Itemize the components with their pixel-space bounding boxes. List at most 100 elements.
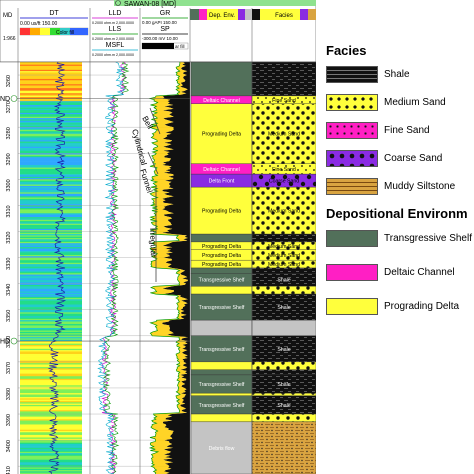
well-log-panel: SAWAN-08 [MD] MD 1:966 DT 0.00 us/ft 150… (0, 0, 316, 474)
env-interval-label: Transgressive Shelf (199, 347, 245, 353)
trend-irregular-label: Irregular (148, 228, 158, 258)
env-interval-label: Prograding Delta (202, 132, 241, 138)
facies-track: Fine Sand Medium Sand Fine Sand Coarse Sand… (251, 61, 316, 474)
well-title-bar (114, 0, 316, 6)
lld-track-name: LLD (109, 10, 122, 17)
depth-tick-label: 3310 (6, 205, 12, 217)
env-interval-label: Prograding Delta (202, 253, 241, 259)
env-interval (190, 267, 253, 274)
facies-interval (251, 233, 316, 243)
depth-tick-label: 3400 (6, 440, 12, 452)
lls-scale: 0.2000 ohm.m 2,000.0000 (92, 37, 134, 41)
facies-interval-label: Medium Sand (268, 209, 300, 215)
depth-tick-label: 3330 (6, 258, 12, 270)
depth-tick-label: 3370 (6, 362, 12, 374)
facies-interval-label: Medium Sand (268, 244, 300, 250)
depth-tick-label: 3280 (6, 127, 12, 139)
facies-interval (251, 369, 316, 376)
sp-track-name: SP (160, 26, 170, 33)
env-legend-swatch (326, 230, 378, 247)
env-interval-label: Prograding Delta (202, 244, 241, 250)
env-interval-label: Prograding Delta (202, 262, 241, 268)
facies-interval-label: Shale (277, 403, 290, 409)
facies-interval-label: Fine Sand (272, 98, 296, 104)
env-interval (190, 293, 253, 321)
facies-interval-label: Shale (277, 347, 290, 353)
env-interval (190, 286, 253, 295)
facies-legend-label: Coarse Sand (384, 153, 443, 164)
facies-interval (251, 319, 316, 336)
depositional-environment-track: Deltaic Channel Prograding Delta Deltaic C… (190, 61, 253, 474)
facies-legend-label: Shale (384, 69, 410, 80)
depth-tick-label: 3390 (6, 414, 12, 426)
depth-tick-label: 3410 (6, 466, 12, 474)
env-legend-label: Deltaic Channel (384, 267, 455, 278)
facies-legend-label: Muddy Siltstone (384, 181, 456, 192)
facies-interval-label: Shale (277, 382, 290, 388)
depth-tick-label: 3300 (6, 179, 12, 191)
depth-tick-label: 3340 (6, 284, 12, 296)
msfl-scale: 0.2000 ohm.m 2,000.0000 (92, 53, 134, 57)
dt-scale: 0.00 us/ft 150.00 (20, 21, 57, 27)
legend: Facies Shale Medium Sand Fine Sand Coarse S… (318, 40, 474, 340)
env-interval (190, 319, 253, 336)
depth-tick-label: 3290 (6, 153, 12, 165)
facies-legend-swatch (326, 150, 378, 167)
env-legend-title: Depositional Environm (326, 206, 468, 221)
gr-sp-track (148, 61, 190, 474)
env-interval (190, 413, 253, 423)
facies-legend-label: Fine Sand (384, 125, 430, 136)
resistivity-track (97, 61, 130, 474)
facies-legend-swatch (326, 66, 378, 83)
env-legend-swatch (326, 264, 378, 281)
facies-legend-swatch (326, 122, 378, 139)
facies-interval (251, 61, 316, 97)
facies-interval-label: Coarse Sand (269, 179, 299, 185)
sp-fill-label: ar fill (175, 44, 185, 49)
facies-interval-label: Fine Sand (272, 167, 296, 173)
env-interval-label: Transgressive Shelf (199, 382, 245, 388)
depth-tick-label: 3270 (6, 101, 12, 113)
dt-color-fill-track (20, 61, 82, 474)
facies-interval (251, 361, 316, 370)
dt-fill-label: Color fill (56, 30, 74, 36)
well-title: SAWAN-08 [MD] (124, 1, 176, 8)
msfl-track-name: MSFL (106, 42, 125, 49)
depth-tick-label: 3350 (6, 310, 12, 322)
lls-track-name: LLS (109, 26, 122, 33)
env-interval-label: Prograding Delta (202, 209, 241, 215)
env-interval (190, 392, 253, 396)
depth-tick-label: 3320 (6, 231, 12, 243)
well-symbol-icon (115, 0, 121, 6)
env-interval-label: Debris flow (209, 446, 235, 452)
horizon-markers: ND HD (0, 95, 190, 346)
env-legend-swatch (326, 298, 378, 315)
facies-interval-label: Medium Sand (268, 262, 300, 268)
facies-header: Facies (275, 13, 293, 19)
env-interval (190, 233, 253, 243)
env-legend-label: Transgressive Shelf (384, 233, 472, 244)
lld-scale: 0.2000 ohm.m 2,000.0000 (92, 21, 134, 25)
facies-interval-label: Medium Sand (268, 253, 300, 259)
env-interval-label: Deltaic Channel (203, 167, 240, 173)
depth-grid (18, 74, 190, 467)
scale-value: 1:966 (3, 36, 16, 42)
horizon-label: HD (0, 339, 10, 346)
depth-track: 3260 3270 3280 3290 3300 3310 3320 3330 3340 3350… (6, 75, 12, 474)
gr-scale: 0.00 gAPI 150.00 (142, 20, 177, 25)
facies-legend-swatch (326, 94, 378, 111)
facies-interval-label: Medium Sand (268, 132, 300, 138)
facies-legend-swatch (326, 178, 378, 195)
md-header: MD (3, 13, 13, 19)
horizon-marker-icon (10, 337, 18, 345)
facies-interval (251, 335, 316, 363)
facies-interval-label: Shale (277, 278, 290, 284)
dt-track-name: DT (49, 10, 59, 17)
env-interval-label: Transgressive Shelf (199, 278, 245, 284)
env-interval (190, 369, 253, 376)
env-interval-label: Transgressive Shelf (199, 403, 245, 409)
facies-interval (251, 103, 316, 164)
facies-legend-label: Medium Sand (384, 97, 446, 108)
facies-interval-label: Shale (277, 305, 290, 311)
depth-tick-label: 3260 (6, 75, 12, 87)
